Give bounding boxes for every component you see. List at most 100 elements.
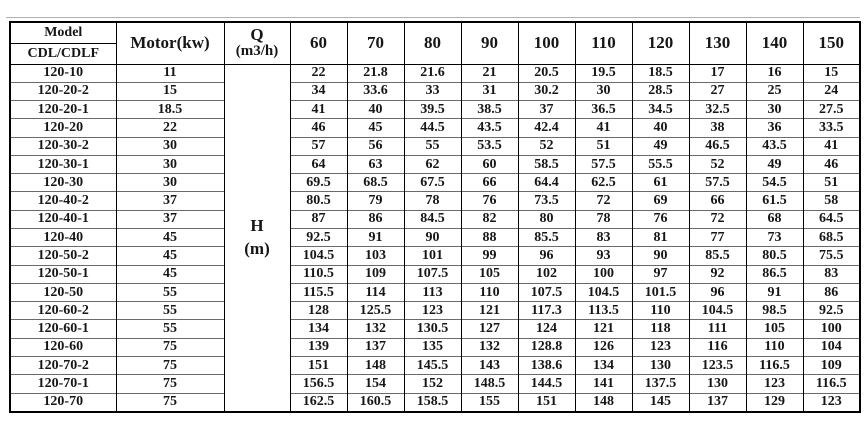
- motor-power-cell: 75: [115, 355, 225, 375]
- head-value-cell: 104.5: [289, 246, 348, 266]
- model-cell: 120-40: [9, 228, 117, 247]
- model-cell: 120-10: [9, 63, 117, 83]
- head-value-cell: 98.5: [745, 301, 804, 320]
- spec-row-120-70-1: 120-70-1 75 156.5 154 152 148.5 144.5 141 137.5 1…: [9, 374, 861, 394]
- head-value-cell: 67.5: [403, 173, 462, 192]
- head-value-cell: 82: [460, 209, 519, 229]
- flow-header-150: 150: [802, 22, 861, 65]
- flow-header-70: 70: [346, 22, 405, 65]
- head-value-cell: 137: [688, 392, 747, 412]
- head-value-cell: 155: [460, 392, 519, 412]
- head-value-cell: 156.5: [289, 374, 348, 394]
- head-value-cell: 62: [403, 154, 462, 174]
- flow-header-110: 110: [574, 22, 633, 65]
- head-value-cell: 128.8: [517, 337, 576, 357]
- head-value-cell: 41: [574, 118, 633, 138]
- head-value-cell: 109: [346, 264, 405, 284]
- head-value-cell: 46.5: [688, 136, 747, 156]
- spec-row-120-50-2: 120-50-2 45 104.5 103 101 99 96 93 90 85.5 80.5 75.…: [9, 246, 861, 266]
- head-value-cell: 135: [403, 337, 462, 357]
- head-value-cell: 123.5: [688, 355, 747, 375]
- flow-unit-header: Q (m3/h): [223, 22, 291, 65]
- head-value-cell: 73: [745, 228, 804, 247]
- head-value-cell: 124: [517, 319, 576, 339]
- head-value-cell: 162.5: [289, 392, 348, 412]
- head-value-cell: 160.5: [346, 392, 405, 412]
- head-value-cell: 58: [802, 191, 861, 211]
- head-value-cell: 90: [403, 228, 462, 247]
- model-header-title: Model: [9, 22, 117, 44]
- motor-power-header: Motor(kw): [115, 22, 225, 65]
- head-value-cell: 152: [403, 374, 462, 394]
- head-value-cell: 52: [517, 136, 576, 156]
- head-value-cell: 41: [289, 100, 348, 119]
- head-value-cell: 30: [574, 81, 633, 101]
- head-value-cell: 36: [745, 118, 804, 138]
- head-value-cell: 87: [289, 209, 348, 229]
- head-value-cell: 144.5: [517, 374, 576, 394]
- head-value-cell: 78: [574, 209, 633, 229]
- spec-row-120-70-2: 120-70-2 75 151 148 145.5 143 138.6 134 130 123.5…: [9, 355, 861, 375]
- head-value-cell: 54.5: [745, 173, 804, 192]
- head-value-cell: 100: [574, 264, 633, 284]
- head-value-cell: 117.3: [517, 301, 576, 320]
- motor-power-cell: 30: [115, 173, 225, 192]
- spec-row-120-30: 120-30 30 69.5 68.5 67.5 66 64.4 62.5 61 57.5 54.5…: [9, 173, 861, 192]
- motor-power-cell: 55: [115, 319, 225, 339]
- head-value-cell: 134: [574, 355, 633, 375]
- head-value-cell: 123: [802, 392, 861, 412]
- head-value-cell: 100: [802, 319, 861, 339]
- head-value-cell: 49: [745, 154, 804, 174]
- head-value-cell: 31: [460, 81, 519, 101]
- model-cell: 120-30-2: [9, 136, 117, 156]
- spec-row-120-70: 120-70 75 162.5 160.5 158.5 155 151 148 145 137 12…: [9, 392, 861, 412]
- motor-power-cell: 22: [115, 118, 225, 138]
- motor-power-cell: 37: [115, 209, 225, 229]
- motor-power-cell: 55: [115, 301, 225, 320]
- spec-row-120-20-2: 120-20-2 15 34 33.6 33 31 30.2 30 28.5 27 25 24: [9, 81, 861, 101]
- head-value-cell: 66: [460, 173, 519, 192]
- head-value-cell: 72: [574, 191, 633, 211]
- head-value-cell: 96: [517, 246, 576, 266]
- head-value-cell: 116.5: [802, 374, 861, 394]
- head-value-cell: 83: [802, 264, 861, 284]
- head-value-cell: 76: [631, 209, 690, 229]
- head-value-cell: 61.5: [745, 191, 804, 211]
- head-value-cell: 103: [346, 246, 405, 266]
- head-value-cell: 21: [460, 63, 519, 83]
- head-value-cell: 36.5: [574, 100, 633, 119]
- spec-row-120-60-2: 120-60-2 55 128 125.5 123 121 117.3 113.5 110 104…: [9, 301, 861, 320]
- flow-header-60: 60: [289, 22, 348, 65]
- head-value-cell: 57.5: [574, 154, 633, 174]
- model-cell: 120-20: [9, 118, 117, 138]
- header-row-2: CDL/CDLF: [9, 43, 860, 65]
- head-value-cell: 21.8: [346, 63, 405, 83]
- head-value-cell: 145: [631, 392, 690, 412]
- head-value-cell: 129: [745, 392, 804, 412]
- head-value-cell: 130: [631, 355, 690, 375]
- head-value-cell: 97: [631, 264, 690, 284]
- head-value-cell: 80.5: [745, 246, 804, 266]
- head-value-cell: 113.5: [574, 301, 633, 320]
- head-value-cell: 69: [631, 191, 690, 211]
- head-value-cell: 111: [688, 319, 747, 339]
- head-value-cell: 43.5: [460, 118, 519, 138]
- head-value-cell: 32.5: [688, 100, 747, 119]
- model-cell: 120-70-1: [9, 374, 117, 394]
- model-cell: 120-50-1: [9, 264, 117, 284]
- head-value-cell: 109: [802, 355, 861, 375]
- motor-power-cell: 55: [115, 282, 225, 302]
- model-cell: 120-50-2: [9, 246, 117, 266]
- head-value-cell: 30.2: [517, 81, 576, 101]
- head-value-cell: 130: [688, 374, 747, 394]
- head-value-cell: 145.5: [403, 355, 462, 375]
- head-value-cell: 16: [745, 63, 804, 83]
- head-value-cell: 15: [802, 63, 861, 83]
- pump-head-table: Model Motor(kw) Q (m3/h) 60 70 80 90 100 110 1…: [9, 21, 861, 413]
- head-value-cell: 104.5: [574, 282, 633, 302]
- flow-header-80: 80: [403, 22, 462, 65]
- head-value-cell: 110: [631, 301, 690, 320]
- head-value-cell: 56: [346, 136, 405, 156]
- model-cell: 120-60-2: [9, 301, 117, 320]
